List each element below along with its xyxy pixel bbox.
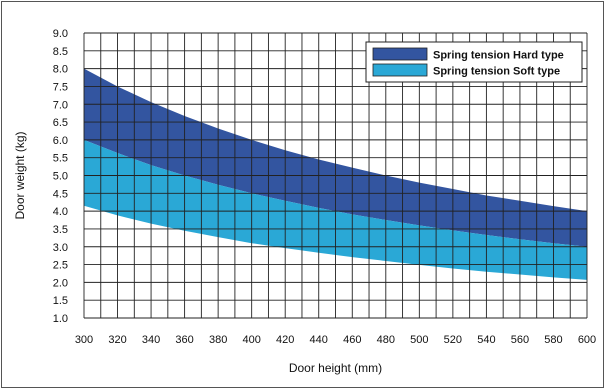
x-axis-title: Door height (mm) xyxy=(289,361,382,375)
legend: Spring tension Hard type Spring tension S… xyxy=(365,41,583,83)
x-tick-label: 300 xyxy=(75,334,93,346)
y-tick-label: 8.0 xyxy=(53,64,68,76)
y-tick-label: 2.5 xyxy=(53,260,68,272)
y-tick-label: 1.5 xyxy=(53,295,68,307)
x-tick-label: 340 xyxy=(142,334,160,346)
x-tick-label: 360 xyxy=(175,334,193,346)
y-tick-label: 3.0 xyxy=(53,242,68,254)
y-tick-label: 6.5 xyxy=(53,117,68,129)
y-tick-label: 9.0 xyxy=(53,28,68,40)
y-axis-title: Door weight (kg) xyxy=(13,131,27,219)
y-tick-label: 4.5 xyxy=(53,188,68,200)
y-tick-label: 5.5 xyxy=(53,153,68,165)
y-tick-label: 1.0 xyxy=(53,313,68,325)
x-tick-label: 580 xyxy=(544,334,562,346)
area-bands xyxy=(84,68,587,280)
x-tick-label: 540 xyxy=(477,334,495,346)
x-tick-label: 480 xyxy=(377,334,395,346)
y-tick-label: 7.5 xyxy=(53,81,68,93)
y-tick-labels: 1.0 1.5 2.0 2.5 3.0 3.5 4.0 4.5 5.0 5.5 6.0 6.5 7.0 7… xyxy=(53,28,68,325)
x-tick-label: 500 xyxy=(410,334,428,346)
y-tick-label: 5.0 xyxy=(53,171,68,183)
y-tick-label: 4.0 xyxy=(53,206,68,218)
x-tick-label: 520 xyxy=(444,334,462,346)
x-tick-label: 440 xyxy=(310,334,328,346)
legend-label-series-2: Spring tension Soft type xyxy=(433,66,560,78)
legend-swatch-series-1 xyxy=(372,47,428,61)
band-series-2 xyxy=(84,139,587,280)
y-tick-label: 8.5 xyxy=(53,46,68,58)
y-tick-label: 2.0 xyxy=(53,277,68,289)
x-tick-label: 400 xyxy=(242,334,260,346)
y-tick-label: 7.0 xyxy=(53,99,68,111)
band-series-1 xyxy=(84,68,587,247)
x-tick-label: 460 xyxy=(343,334,361,346)
x-tick-labels: 300 320 340 360 380 400 420 440 460 480 500 520 540 5… xyxy=(75,334,596,346)
x-tick-label: 420 xyxy=(276,334,294,346)
y-tick-label: 6.0 xyxy=(53,135,68,147)
x-tick-label: 600 xyxy=(578,334,596,346)
y-tick-label: 3.5 xyxy=(53,224,68,236)
legend-swatch-series-2 xyxy=(372,63,428,77)
legend-label-series-1: Spring tension Hard type xyxy=(433,50,564,62)
x-tick-label: 560 xyxy=(511,334,529,346)
x-tick-label: 380 xyxy=(209,334,227,346)
x-tick-label: 320 xyxy=(108,334,126,346)
